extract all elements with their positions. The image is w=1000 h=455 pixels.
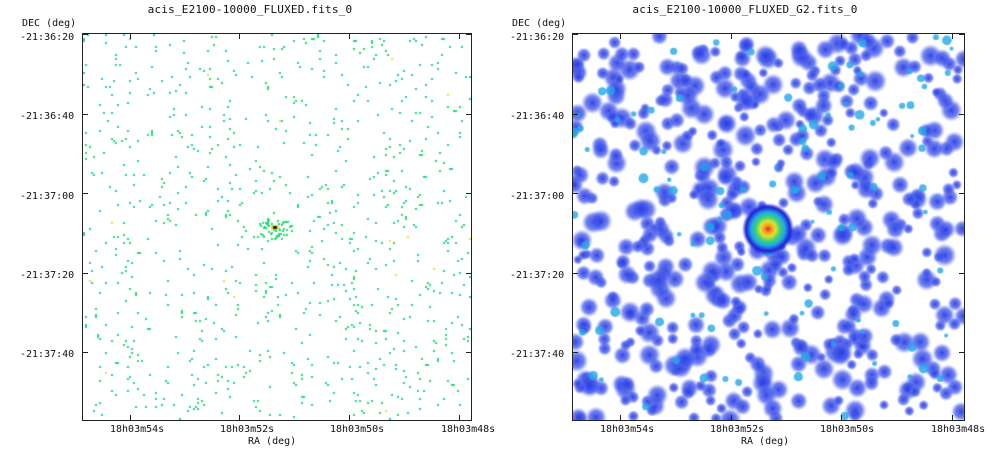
y-tick-mark	[573, 273, 578, 274]
y-tick-mark	[959, 273, 964, 274]
x-tick-label: 18h03m54s	[600, 424, 655, 435]
x-tick-mark	[130, 34, 131, 39]
x-tick-label: 18h03m54s	[110, 424, 165, 435]
y-tick-mark	[573, 34, 578, 35]
y-tick-mark	[83, 114, 88, 115]
image-canvas-smoothed[interactable]	[573, 34, 964, 420]
y-tick-mark	[466, 273, 471, 274]
y-tick-label: -21:36:20	[510, 32, 565, 43]
y-tick-mark	[466, 114, 471, 115]
x-tick-label: 18h03m50s	[820, 424, 875, 435]
x-tick-mark	[841, 415, 842, 420]
x-axis-label: RA (deg)	[248, 436, 297, 447]
x-tick-label: 18h03m52s	[220, 424, 275, 435]
y-tick-mark	[83, 193, 88, 194]
x-tick-label: 18h03m50s	[330, 424, 385, 435]
image-title: acis_E2100-10000_FLUXED.fits_0	[147, 3, 353, 16]
x-tick-mark	[620, 415, 621, 420]
y-tick-mark	[466, 34, 471, 35]
y-tick-mark	[959, 193, 964, 194]
y-axis-label: DEC (deg)	[512, 18, 567, 29]
image-frame-smoothed[interactable]	[572, 33, 965, 421]
y-tick-mark	[959, 34, 964, 35]
y-tick-label: -21:36:40	[20, 111, 75, 122]
image-canvas-raw[interactable]	[83, 34, 471, 420]
y-tick-label: -21:37:00	[20, 191, 75, 202]
y-tick-label: -21:36:20	[20, 32, 75, 43]
image-panel-raw: acis_E2100-10000_FLUXED.fits_0 DEC (deg)…	[20, 3, 496, 447]
y-tick-label: -21:37:40	[20, 349, 75, 360]
y-axis-label: DEC (deg)	[22, 18, 77, 29]
y-tick-label: -21:37:20	[20, 270, 75, 281]
image-frame-raw[interactable]	[82, 33, 472, 421]
x-tick-mark	[731, 415, 732, 420]
x-tick-mark	[239, 415, 240, 420]
y-tick-mark	[959, 352, 964, 353]
y-tick-mark	[83, 273, 88, 274]
x-tick-mark	[239, 34, 240, 39]
x-tick-mark	[349, 415, 350, 420]
y-tick-mark	[573, 114, 578, 115]
x-tick-mark	[620, 34, 621, 39]
x-tick-mark	[952, 34, 953, 39]
y-tick-mark	[573, 352, 578, 353]
y-tick-label: -21:37:20	[510, 270, 565, 281]
y-tick-mark	[466, 193, 471, 194]
x-tick-mark	[130, 415, 131, 420]
x-axis-label: RA (deg)	[741, 436, 790, 447]
image-panel-smoothed: acis_E2100-10000_FLUXED_G2.fits_0 DEC (d…	[490, 0, 1000, 455]
y-tick-label: -21:37:40	[510, 349, 565, 360]
y-tick-mark	[466, 352, 471, 353]
x-tick-label: 18h03m48s	[931, 424, 986, 435]
x-tick-mark	[459, 34, 460, 39]
x-tick-mark	[459, 415, 460, 420]
y-tick-mark	[83, 352, 88, 353]
y-tick-mark	[83, 34, 88, 35]
image-title: acis_E2100-10000_FLUXED_G2.fits_0	[632, 3, 858, 16]
x-tick-label: 18h03m52s	[710, 424, 765, 435]
x-tick-mark	[841, 34, 842, 39]
x-tick-label: 18h03m48s	[441, 424, 496, 435]
y-tick-label: -21:37:00	[510, 191, 565, 202]
x-tick-mark	[952, 415, 953, 420]
x-tick-mark	[349, 34, 350, 39]
y-tick-label: -21:36:40	[510, 111, 565, 122]
y-tick-mark	[573, 193, 578, 194]
x-tick-mark	[731, 34, 732, 39]
y-tick-mark	[959, 114, 964, 115]
